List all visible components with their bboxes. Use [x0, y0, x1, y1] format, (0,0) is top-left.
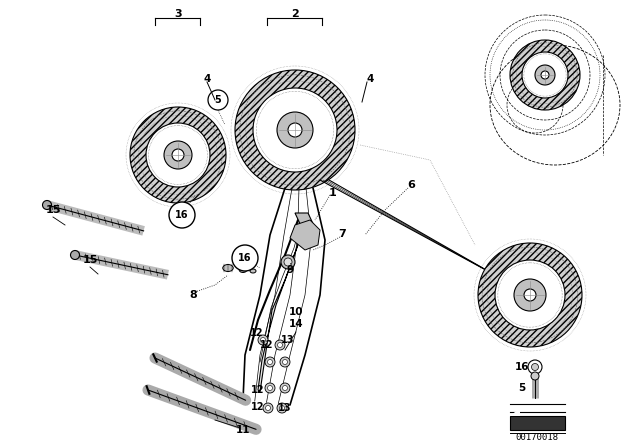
Polygon shape: [290, 220, 320, 250]
Text: 1: 1: [329, 188, 337, 198]
Text: 15: 15: [45, 205, 61, 215]
Circle shape: [478, 243, 582, 347]
Polygon shape: [295, 213, 315, 228]
Circle shape: [268, 359, 273, 365]
Circle shape: [266, 405, 271, 410]
Ellipse shape: [223, 264, 233, 271]
Circle shape: [284, 258, 292, 266]
Circle shape: [70, 250, 79, 259]
Polygon shape: [258, 215, 307, 392]
Text: 3: 3: [174, 9, 182, 19]
Circle shape: [253, 88, 337, 172]
Circle shape: [235, 70, 355, 190]
Circle shape: [531, 372, 539, 380]
Circle shape: [130, 107, 226, 203]
Text: 10: 10: [289, 307, 303, 317]
Text: 8: 8: [189, 290, 197, 300]
Circle shape: [265, 357, 275, 367]
Text: 00170018: 00170018: [515, 432, 559, 441]
Text: 13: 13: [278, 403, 292, 413]
Text: 16: 16: [238, 253, 252, 263]
Circle shape: [280, 405, 285, 410]
Circle shape: [275, 340, 285, 350]
Circle shape: [281, 255, 295, 269]
Circle shape: [280, 357, 290, 367]
Text: 5: 5: [214, 95, 221, 105]
Circle shape: [169, 202, 195, 228]
Text: 2: 2: [291, 9, 299, 19]
Circle shape: [535, 65, 555, 85]
Text: 4: 4: [204, 74, 211, 84]
Circle shape: [263, 403, 273, 413]
Circle shape: [258, 335, 268, 345]
Text: 14: 14: [289, 319, 303, 329]
Circle shape: [164, 141, 192, 169]
Circle shape: [260, 337, 266, 343]
Circle shape: [42, 201, 51, 210]
Text: 16: 16: [515, 362, 529, 372]
Text: 12: 12: [252, 385, 265, 395]
Ellipse shape: [239, 267, 247, 272]
Circle shape: [277, 403, 287, 413]
Text: 6: 6: [407, 180, 415, 190]
Circle shape: [522, 52, 568, 98]
Ellipse shape: [250, 269, 256, 273]
Circle shape: [278, 343, 282, 348]
Circle shape: [541, 71, 549, 79]
Circle shape: [265, 383, 275, 393]
Circle shape: [232, 245, 258, 271]
Circle shape: [288, 123, 302, 137]
Circle shape: [280, 383, 290, 393]
Text: 16: 16: [175, 210, 189, 220]
Circle shape: [510, 40, 580, 110]
Circle shape: [146, 123, 210, 187]
Circle shape: [531, 363, 538, 370]
Circle shape: [208, 90, 228, 110]
Text: 15: 15: [83, 255, 98, 265]
Text: 7: 7: [338, 229, 346, 239]
Polygon shape: [510, 416, 565, 430]
Polygon shape: [510, 408, 520, 416]
Circle shape: [282, 359, 287, 365]
Circle shape: [524, 289, 536, 301]
Text: 12: 12: [260, 340, 274, 350]
Circle shape: [282, 385, 287, 391]
Text: 12: 12: [250, 328, 264, 338]
Text: 9: 9: [287, 265, 294, 275]
Circle shape: [495, 260, 565, 330]
Text: 12: 12: [252, 402, 265, 412]
Circle shape: [268, 385, 273, 391]
Text: 13: 13: [281, 335, 295, 345]
Circle shape: [514, 279, 546, 311]
Text: 5: 5: [518, 383, 525, 393]
Circle shape: [277, 112, 313, 148]
Text: 4: 4: [366, 74, 374, 84]
Text: 11: 11: [236, 425, 250, 435]
Circle shape: [528, 360, 542, 374]
Circle shape: [172, 149, 184, 161]
